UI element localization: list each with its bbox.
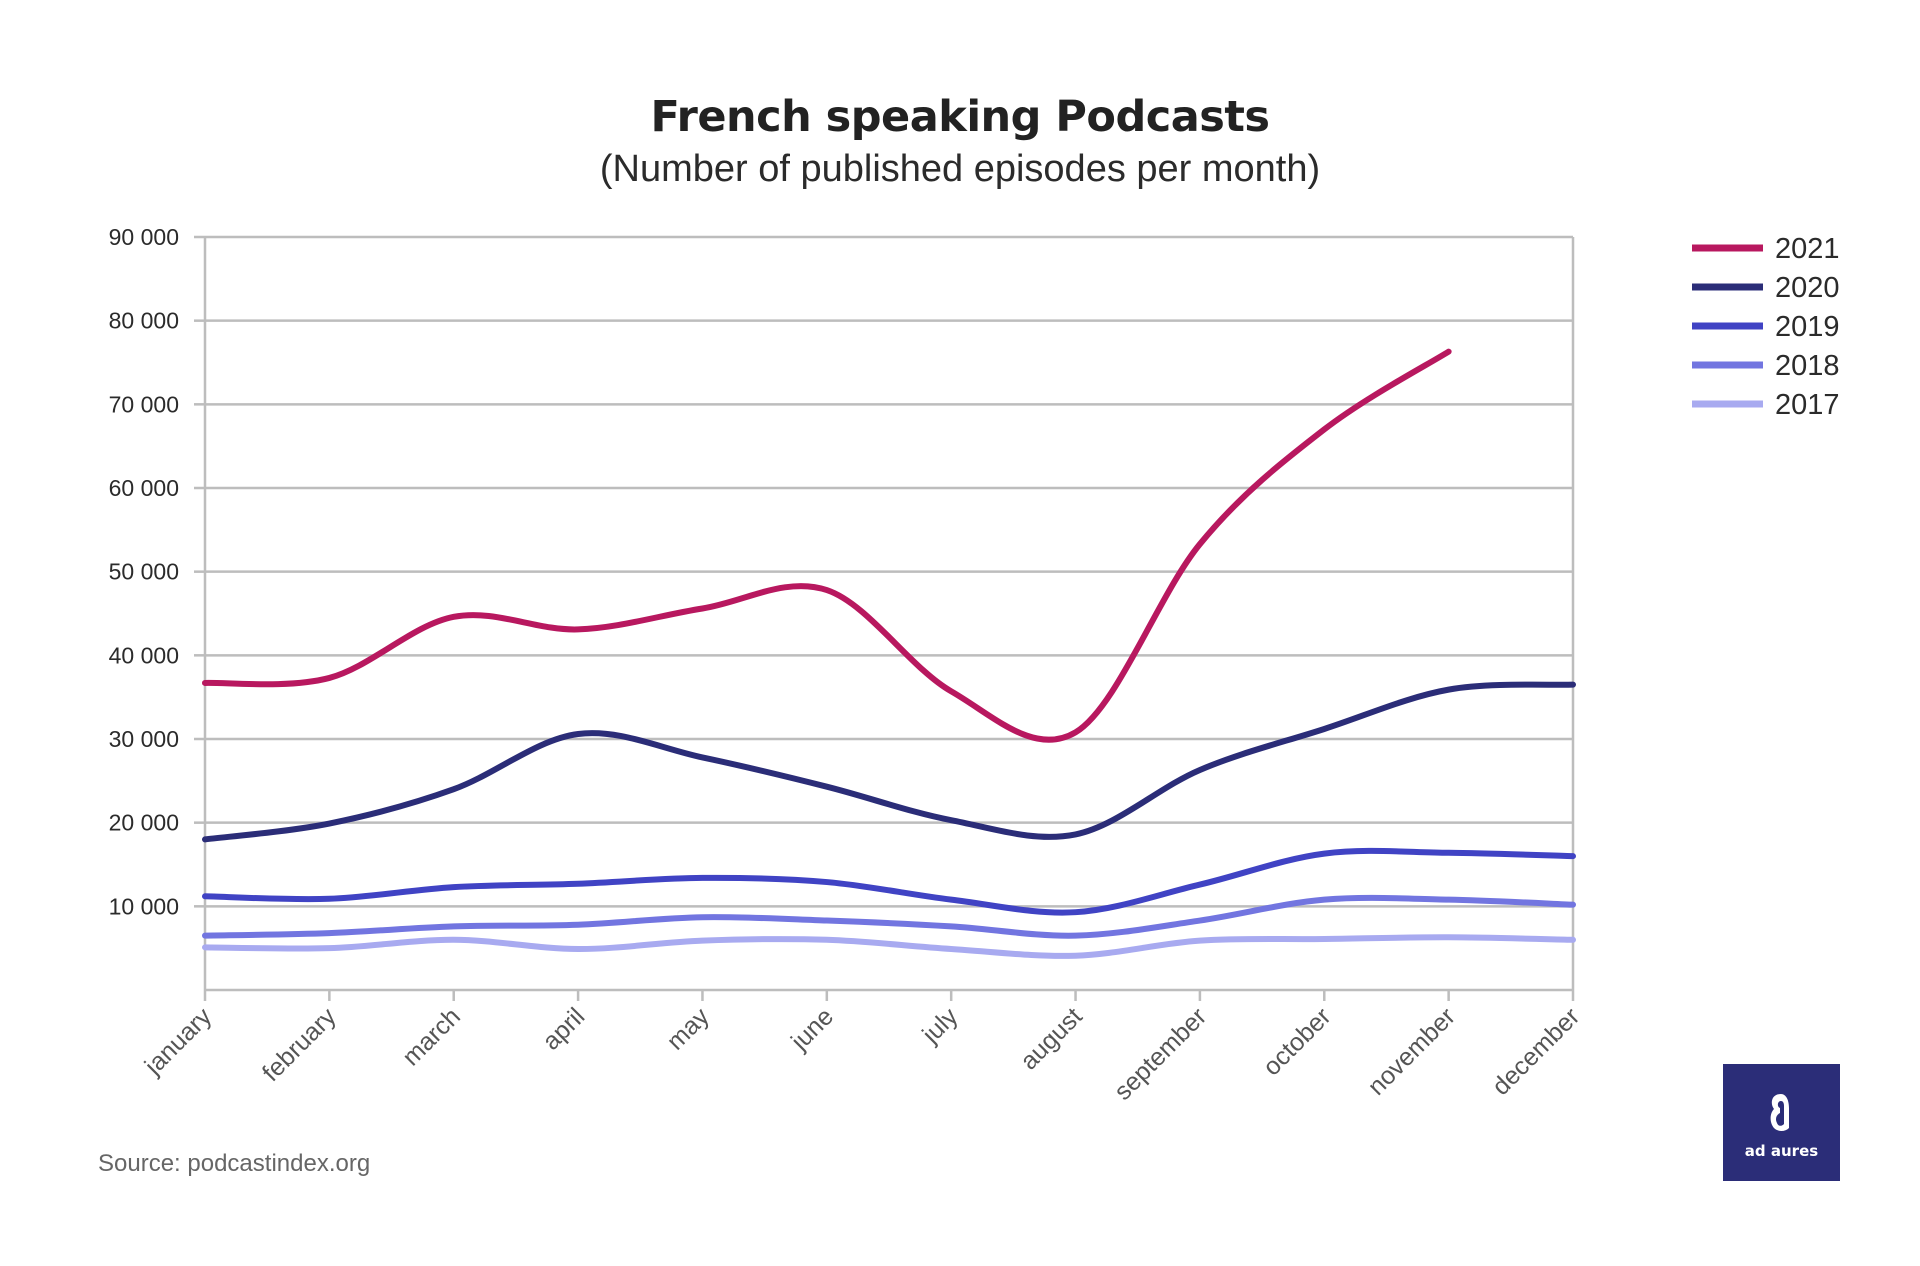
y-tick-label: 50 000 (109, 559, 179, 585)
logo-text: ad aures (1744, 1142, 1819, 1160)
x-tick-label: june (785, 1002, 839, 1056)
x-tick-label: march (397, 1002, 466, 1071)
y-tick-label: 30 000 (109, 726, 179, 752)
series-line-2017 (202, 934, 1576, 959)
source-note: Source: podcastindex.org (98, 1150, 371, 1177)
x-tick-label: september (1109, 1002, 1212, 1105)
x-axis-tick-labels: january february march april may june july augu… (139, 1002, 1585, 1106)
series-line-2020 (202, 681, 1576, 843)
series-line-2018 (202, 894, 1576, 939)
y-tick-label: 90 000 (109, 224, 179, 250)
x-tick-label: august (1015, 1002, 1088, 1075)
legend-label-2017: 2017 (1775, 389, 1840, 421)
x-tick-label: december (1487, 1002, 1585, 1100)
x-tick-label: february (257, 1002, 342, 1087)
grid-lines (205, 235, 1573, 908)
x-tick-label: july (916, 1002, 963, 1049)
ad-aures-logo: ad aures (1723, 1064, 1840, 1181)
y-tick-label: 60 000 (109, 475, 179, 501)
legend-label-2021: 2021 (1775, 233, 1840, 265)
x-tick-label: may (661, 1002, 715, 1056)
chart-title: French speaking Podcasts (650, 92, 1270, 142)
y-tick-label: 40 000 (109, 642, 179, 668)
logo-glyph-icon (1770, 1094, 1789, 1131)
axes (194, 235, 1575, 1001)
legend: 2021 2020 2019 2018 2017 (1692, 233, 1840, 421)
legend-label-2018: 2018 (1775, 350, 1840, 382)
series-line-2019 (202, 847, 1576, 916)
series-lines (202, 348, 1576, 959)
legend-label-2019: 2019 (1775, 311, 1840, 343)
y-axis-tick-labels: 10 000 20 000 30 000 40 000 50 000 60 000 70 0… (109, 224, 179, 919)
series-line-2021 (202, 348, 1452, 743)
y-tick-label: 80 000 (109, 308, 179, 334)
chart-subtitle: (Number of published episodes per month) (599, 148, 1321, 190)
x-tick-label: october (1258, 1002, 1337, 1081)
x-tick-label: april (537, 1002, 590, 1055)
y-tick-label: 10 000 (109, 893, 179, 919)
legend-label-2020: 2020 (1775, 272, 1840, 304)
y-tick-label: 20 000 (109, 810, 179, 836)
x-tick-label: november (1362, 1002, 1460, 1100)
y-tick-label: 70 000 (109, 391, 179, 417)
x-tick-label: january (139, 1002, 218, 1081)
